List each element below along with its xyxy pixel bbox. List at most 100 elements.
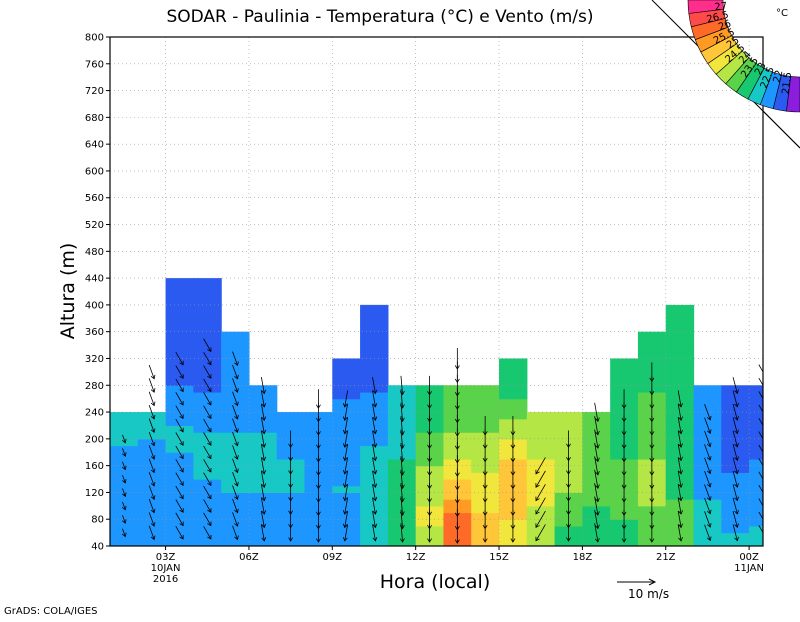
wind-arrowhead bbox=[179, 454, 184, 460]
temperature-cell bbox=[110, 525, 139, 534]
temperature-cell bbox=[165, 458, 194, 467]
temperature-cell bbox=[165, 465, 194, 473]
temperature-cell bbox=[332, 358, 361, 366]
wind-arrow bbox=[175, 418, 184, 432]
wind-arrow bbox=[260, 470, 265, 488]
wind-arrow bbox=[148, 472, 155, 487]
temperature-cell bbox=[693, 472, 722, 480]
wind-arrow bbox=[677, 457, 682, 474]
wind-arrow bbox=[122, 474, 126, 484]
wind-arrowhead bbox=[150, 495, 156, 501]
temperature-cell bbox=[610, 378, 639, 386]
temperature-cell bbox=[248, 418, 278, 427]
temperature-cell bbox=[721, 519, 750, 527]
wind-arrowhead bbox=[261, 483, 267, 489]
temperature-cell bbox=[248, 485, 278, 494]
wind-arrowhead bbox=[207, 400, 212, 406]
wind-arrowhead bbox=[454, 472, 460, 477]
temperature-cell bbox=[276, 418, 306, 427]
temperature-cell bbox=[137, 492, 167, 500]
wind-arrowhead bbox=[649, 391, 655, 396]
wind-arrowhead bbox=[454, 392, 460, 397]
wind-arrowhead bbox=[734, 536, 739, 542]
wind-arrow bbox=[148, 485, 155, 500]
temperature-cell bbox=[248, 525, 278, 534]
wind-arrowhead bbox=[372, 416, 378, 422]
temperature-cell bbox=[721, 405, 750, 413]
y-tick-label: 520 bbox=[85, 220, 104, 231]
x-tick-label: 00Z bbox=[739, 552, 759, 563]
wind-arrow bbox=[148, 525, 155, 540]
wind-arrowhead bbox=[621, 524, 627, 530]
wind-arrow bbox=[594, 469, 599, 489]
wind-arrowhead bbox=[121, 465, 127, 471]
wind-arrowhead bbox=[399, 538, 405, 543]
wind-arrow bbox=[758, 404, 763, 413]
wind-arrow bbox=[260, 417, 265, 434]
wind-arrow bbox=[232, 445, 238, 460]
wind-arrow bbox=[122, 501, 126, 510]
temperature-cell bbox=[582, 418, 611, 427]
temperature-cell bbox=[721, 452, 750, 460]
wind-arrow bbox=[372, 430, 376, 448]
temperature-cell bbox=[221, 539, 250, 546]
temperature-cell bbox=[193, 519, 222, 527]
wind-arrowhead bbox=[678, 496, 683, 502]
temperature-cell bbox=[665, 432, 695, 440]
wind-arrowhead bbox=[315, 511, 321, 516]
wind-arrowhead bbox=[482, 538, 488, 543]
y-tick-label: 560 bbox=[85, 193, 104, 204]
wind-arrowhead bbox=[261, 443, 267, 448]
temperature-cell bbox=[665, 405, 695, 413]
temperature-cell bbox=[582, 539, 611, 546]
wind-arrow bbox=[677, 470, 682, 488]
wind-arrowhead bbox=[734, 456, 739, 462]
temperature-cell bbox=[749, 479, 763, 487]
wind-arrowhead bbox=[706, 482, 712, 488]
wind-arrowhead bbox=[315, 498, 321, 503]
wind-arrowhead bbox=[315, 538, 321, 543]
temperature-cell bbox=[693, 412, 722, 420]
temperature-cell bbox=[193, 458, 222, 467]
wind-arrowhead bbox=[150, 414, 156, 420]
wind-arrowhead bbox=[121, 452, 127, 457]
temperature-cell bbox=[749, 398, 763, 406]
temperature-cell bbox=[582, 432, 611, 440]
temperature-cell bbox=[193, 405, 222, 413]
colorbar-unit: °C bbox=[776, 8, 788, 19]
wind-arrow bbox=[344, 457, 349, 474]
temperature-cell bbox=[665, 445, 695, 453]
x-tick-sublabel: 2016 bbox=[153, 574, 178, 585]
y-tick-label: 800 bbox=[85, 33, 104, 44]
temperature-cell bbox=[693, 532, 722, 540]
temperature-cell bbox=[332, 365, 361, 373]
wind-reference-label: 10 m/s bbox=[628, 587, 669, 601]
temperature-cell bbox=[221, 532, 250, 540]
wind-arrowhead bbox=[179, 374, 184, 379]
temperature-cell bbox=[749, 492, 763, 500]
wind-arrowhead bbox=[234, 374, 239, 380]
temperature-cell bbox=[721, 412, 750, 420]
wind-arrowhead bbox=[510, 471, 516, 476]
wind-arrow bbox=[372, 510, 376, 528]
temperature-cell bbox=[360, 418, 389, 427]
temperature-cell bbox=[526, 432, 556, 440]
temperature-cell bbox=[526, 438, 556, 447]
wind-arrow bbox=[704, 497, 711, 514]
temperature-cell bbox=[360, 304, 389, 313]
wind-arrow bbox=[704, 404, 711, 421]
temperature-cell bbox=[554, 412, 583, 420]
wind-arrow bbox=[372, 484, 376, 501]
wind-arrowhead bbox=[372, 536, 378, 542]
temperature-cell bbox=[137, 458, 167, 467]
y-tick-label: 680 bbox=[85, 113, 104, 124]
wind-arrowhead bbox=[535, 523, 540, 529]
temperature-cell bbox=[221, 391, 250, 400]
temperature-cell bbox=[110, 418, 139, 427]
wind-arrowhead bbox=[372, 389, 378, 395]
wind-arrowhead bbox=[234, 361, 239, 367]
wind-arrow bbox=[175, 351, 184, 366]
temperature-cell bbox=[637, 358, 667, 366]
temperature-cell bbox=[665, 318, 695, 326]
wind-arrowhead bbox=[288, 510, 294, 515]
